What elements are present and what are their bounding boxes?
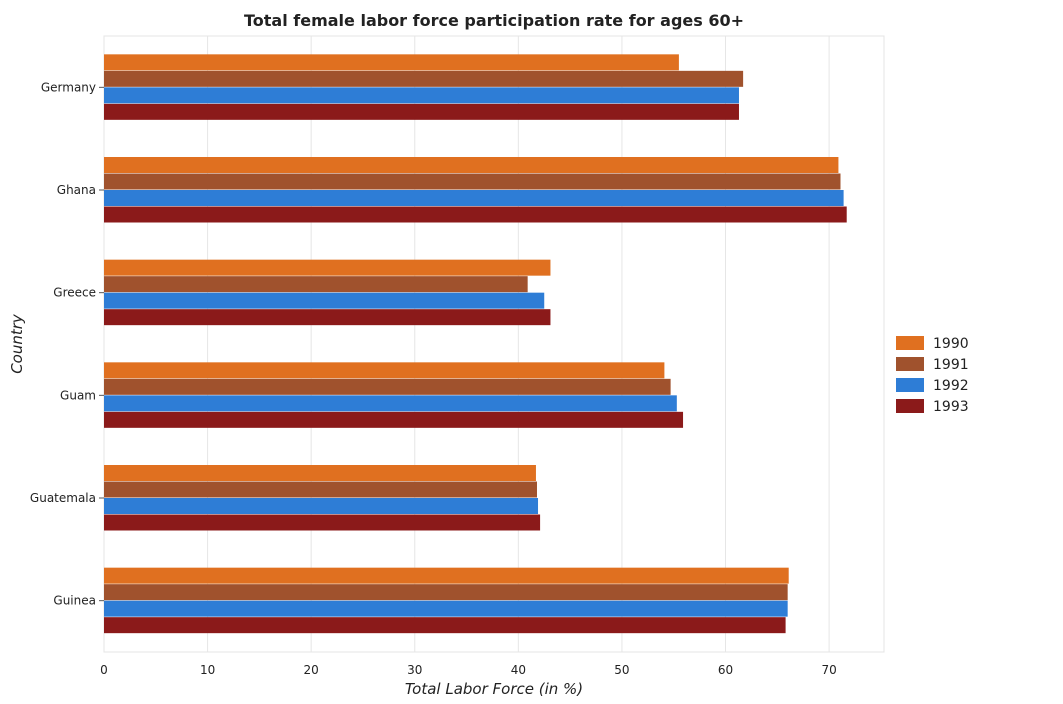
y-tick-label: Guam	[60, 388, 96, 402]
x-tick-label: 50	[614, 663, 629, 677]
x-tick-label: 10	[200, 663, 215, 677]
bar-greece-1993	[104, 309, 551, 326]
bar-ghana-1991	[104, 173, 841, 190]
x-axis-label: Total Labor Force (in %)	[405, 680, 583, 698]
y-tick-label: Ghana	[57, 183, 96, 197]
legend-label: 1993	[933, 399, 969, 415]
y-tick-label: Guinea	[53, 594, 96, 608]
x-tick-label: 20	[304, 663, 319, 677]
y-tick-label: Greece	[53, 286, 96, 300]
bar-guatemala-1991	[104, 481, 537, 498]
x-tick-label: 0	[100, 663, 108, 677]
bars	[104, 54, 847, 634]
bar-greece-1990	[104, 259, 551, 276]
bar-guam-1992	[104, 395, 677, 412]
bar-guatemala-1993	[104, 514, 541, 531]
bar-guinea-1990	[104, 567, 789, 584]
bar-germany-1991	[104, 70, 744, 87]
y-tick-labels: Germany Ghana Greece Guam Guatemala Guinea	[30, 80, 104, 608]
legend-label: 1992	[933, 378, 969, 394]
x-tick-labels: 0 10 20 30 40 50 60 70	[100, 663, 837, 677]
bar-greece-1991	[104, 276, 528, 293]
bar-germany-1990	[104, 54, 679, 71]
legend-swatch	[896, 336, 924, 350]
bar-guam-1990	[104, 362, 665, 379]
y-axis-label: Country	[8, 313, 26, 374]
legend-label: 1991	[933, 357, 969, 373]
legend-label: 1990	[933, 336, 969, 352]
x-tick-label: 30	[407, 663, 422, 677]
bar-guinea-1991	[104, 584, 788, 601]
x-tick-label: 60	[718, 663, 733, 677]
legend-swatch	[896, 399, 924, 413]
bar-guatemala-1990	[104, 465, 536, 481]
bar-guam-1991	[104, 378, 671, 395]
bar-germany-1993	[104, 103, 739, 120]
bar-guatemala-1992	[104, 498, 539, 514]
bar-ghana-1993	[104, 206, 847, 223]
y-tick-label: Germany	[41, 80, 96, 94]
legend: 1990 1991 1992 1993	[896, 336, 969, 415]
bar-germany-1992	[104, 87, 739, 104]
bar-greece-1992	[104, 292, 545, 309]
legend-swatch	[896, 357, 924, 371]
chart-title: Total female labor force participation r…	[244, 11, 744, 30]
x-tick-label: 70	[821, 663, 836, 677]
y-tick-label: Guatemala	[30, 491, 96, 505]
bar-ghana-1990	[104, 157, 839, 173]
bar-guinea-1992	[104, 600, 788, 617]
x-tick-label: 40	[511, 663, 526, 677]
legend-swatch	[896, 378, 924, 392]
bar-guinea-1993	[104, 617, 786, 634]
bar-guam-1993	[104, 411, 684, 428]
bar-ghana-1992	[104, 190, 844, 206]
grid-lines	[103, 36, 830, 652]
plot-area	[103, 35, 885, 653]
